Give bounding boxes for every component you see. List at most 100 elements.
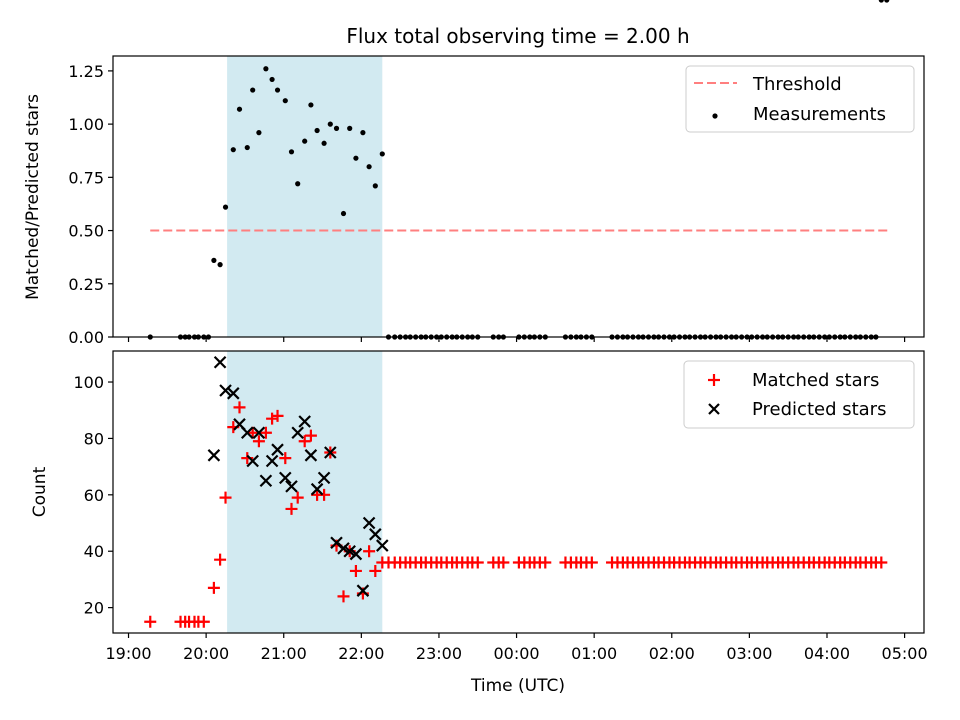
predicted-star-point [310, 482, 324, 496]
matched-star-point [285, 502, 298, 515]
x-tick-label: 02:00 [649, 644, 695, 663]
matched-star-point [304, 429, 317, 442]
matched-star-point [259, 426, 272, 439]
predicted-star-point [291, 426, 304, 440]
x-tick-label: 04:00 [804, 644, 850, 663]
predicted-star-point [343, 544, 356, 558]
predicted-star-point [271, 443, 284, 456]
measurement-point [222, 204, 229, 210]
top-y-tick-label: 0.50 [68, 222, 104, 241]
measurement-point [274, 87, 281, 93]
predicted-star-point [240, 426, 254, 440]
measurement-point [269, 76, 275, 83]
predicted-star-point [213, 356, 227, 369]
measurement-point [295, 181, 301, 187]
bottom-y-axis-label: Count [30, 466, 50, 517]
matched-star-point [539, 556, 552, 569]
measurement-point [360, 130, 366, 136]
matched-star-point [219, 491, 232, 504]
measurement-point [884, 0, 890, 3]
top-y-tick-label: 0.00 [68, 328, 104, 347]
predicted-star-point [207, 449, 221, 462]
top-y-axis-label: Matched/Predicted stars [23, 94, 43, 300]
matched-star-point [144, 615, 157, 628]
predicted-star-point [298, 415, 311, 428]
measurement-point [308, 102, 314, 108]
bottom-axes-frame [112, 350, 925, 634]
matched-star-point [471, 556, 484, 569]
matched-star-point [298, 435, 311, 448]
bottom-y-tick-label: 100 [73, 373, 104, 392]
bottom-legend-box [683, 360, 915, 429]
legend-predicted-label: Predicted stars [752, 399, 886, 420]
bottom-x-ticks: 19:00 20:00 21:00 22:00 23:00 00:00 01:00 02:00… [105, 633, 928, 663]
predicted-star-point [285, 480, 298, 493]
x-tick-label: 00:00 [494, 644, 540, 663]
measurement-point [347, 125, 353, 131]
matched-star-point [197, 615, 210, 628]
matched-star-point [252, 435, 265, 448]
bottom-y-tick-label: 80 [84, 429, 104, 448]
top-y-ticks: 0.00 0.25 0.50 0.75 1.00 1.25 [68, 62, 113, 347]
measurement-point [314, 127, 320, 134]
measurement-point [282, 98, 288, 104]
x-tick-label: 05:00 [882, 644, 928, 663]
legend-measurements-label: Measurements [753, 104, 886, 125]
top-y-tick-label: 0.75 [68, 168, 104, 187]
measurement-point [263, 66, 269, 72]
matched-star-point [585, 556, 598, 569]
bottom-legend: Matched stars Predicted stars [683, 360, 915, 429]
legend-matched-swatch [708, 374, 720, 386]
matched-star-point [875, 556, 888, 569]
x-tick-label: 22:00 [338, 644, 384, 663]
matched-star-point [291, 491, 304, 504]
top-legend: Threshold Measurements [685, 65, 915, 133]
measurement-point [244, 144, 250, 151]
measurement-point [366, 164, 372, 170]
x-tick-label: 03:00 [726, 644, 772, 663]
x-tick-label: 20:00 [183, 644, 229, 663]
predicted-star-point [219, 384, 232, 397]
predicted-star-point [265, 454, 279, 468]
measurement-point [250, 87, 256, 93]
legend-measurements-swatch [712, 113, 718, 119]
measurement-point [353, 155, 359, 161]
matched-star-point [349, 564, 362, 577]
predicted-star-point [279, 471, 292, 485]
chart-title: Flux total observing time = 2.00 h [346, 24, 689, 48]
legend-matched-label: Matched stars [752, 370, 879, 391]
measurement-point [211, 257, 217, 263]
measurement-point [217, 262, 223, 268]
predicted-star-point [349, 547, 363, 561]
predicted-star-point [227, 387, 240, 400]
predicted-star-point [259, 474, 273, 487]
bottom-y-tick-label: 20 [84, 599, 104, 618]
x-tick-label: 19:00 [105, 644, 151, 663]
matched-star-point [207, 581, 220, 594]
matched-star-point [363, 545, 376, 558]
matched-star-point [233, 401, 246, 414]
top-axes-frame [112, 55, 925, 338]
measurement-point [256, 130, 262, 136]
predicted-star-point [304, 449, 318, 462]
top-y-tick-label: 0.25 [68, 275, 104, 294]
predicted-star-point [252, 426, 266, 440]
bottom-panel: 20 40 60 80 100 19:00 20:00 21:00 22:00 23:00 00:… [30, 351, 928, 696]
measurement-point [288, 149, 295, 155]
bottom-y-tick-label: 60 [84, 486, 104, 505]
measurement-point [333, 125, 340, 131]
predicted-star-point [369, 528, 382, 541]
x-tick-label: 21:00 [261, 644, 307, 663]
matched-star-point [214, 553, 227, 566]
top-y-tick-label: 1.25 [68, 62, 104, 81]
legend-threshold-label: Threshold [752, 74, 842, 95]
top-y-tick-label: 1.00 [68, 115, 104, 134]
predicted-star-point [317, 471, 331, 485]
top-shaded-span [227, 56, 383, 337]
predicted-star-point [246, 454, 259, 468]
predicted-star-point [324, 446, 337, 459]
matched-star-point [279, 452, 292, 465]
predicted-star-point [356, 584, 370, 597]
matched-star-point [318, 488, 331, 501]
